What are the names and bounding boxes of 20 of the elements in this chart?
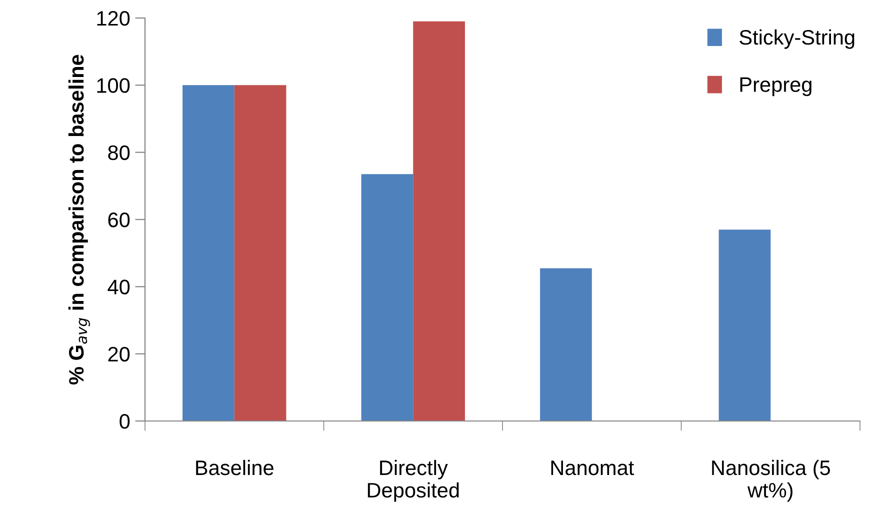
x-tick-label: Nanosilica (5 wt%) xyxy=(712,460,830,502)
bar xyxy=(718,230,771,421)
x-tick-label: Baseline xyxy=(196,460,274,476)
y-axis-title: % G$_{avg}$ in comparison to baseline xyxy=(68,54,90,385)
legend-label: Sticky-String xyxy=(740,29,854,49)
y-tick-label: 60 xyxy=(108,212,130,228)
bar xyxy=(540,268,592,421)
y-tick-label: 40 xyxy=(108,280,130,294)
bar xyxy=(361,174,414,421)
y-tick-label: 20 xyxy=(108,346,130,362)
legend-label: Prepreg xyxy=(740,77,812,96)
bar xyxy=(413,21,465,421)
y-tick-label: 0 xyxy=(120,414,130,429)
y-tick-label: 80 xyxy=(108,145,130,160)
x-tick-label: Directly Deposited xyxy=(368,460,459,502)
y-tick-label: 120 xyxy=(97,11,130,26)
y-tick-label: 100 xyxy=(97,78,130,93)
x-tick-label: Nanomat xyxy=(551,460,634,476)
bar xyxy=(182,85,234,421)
bar xyxy=(234,85,286,421)
